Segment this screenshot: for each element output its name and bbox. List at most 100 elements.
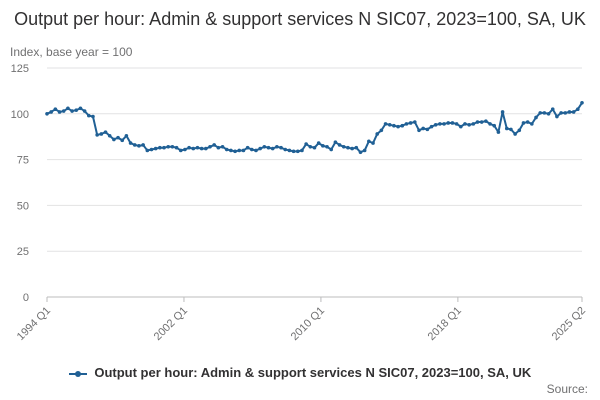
data-point[interactable] [471, 122, 476, 126]
data-point[interactable] [132, 143, 137, 147]
data-point[interactable] [170, 144, 175, 149]
data-point[interactable] [287, 148, 292, 153]
data-point[interactable] [166, 144, 171, 149]
data-point[interactable] [304, 142, 308, 146]
data-point[interactable] [124, 133, 129, 138]
data-point[interactable] [429, 124, 434, 129]
data-point[interactable] [191, 146, 196, 151]
data-point[interactable] [475, 120, 480, 124]
data-point[interactable] [316, 141, 321, 145]
data-point[interactable] [467, 122, 471, 127]
data-point[interactable] [103, 130, 108, 134]
data-point[interactable] [291, 149, 296, 154]
data-point[interactable] [509, 127, 513, 132]
data-point[interactable] [488, 122, 492, 126]
data-point[interactable] [300, 148, 304, 153]
data-point[interactable] [521, 121, 526, 125]
data-point[interactable] [413, 120, 417, 124]
data-point[interactable] [346, 145, 350, 150]
data-point[interactable] [87, 113, 91, 118]
data-point[interactable] [358, 150, 363, 155]
data-point[interactable] [49, 110, 53, 114]
data-point[interactable] [241, 148, 246, 153]
data-point[interactable] [463, 122, 467, 126]
data-point[interactable] [262, 144, 267, 149]
data-point[interactable] [354, 145, 359, 150]
data-point[interactable] [484, 119, 488, 123]
data-point[interactable] [187, 145, 191, 150]
data-point[interactable] [107, 133, 112, 138]
data-point[interactable] [555, 114, 559, 119]
data-point[interactable] [53, 107, 58, 112]
data-point[interactable] [220, 144, 225, 149]
data-point[interactable] [141, 143, 145, 147]
data-point[interactable] [580, 101, 584, 105]
data-point[interactable] [137, 144, 141, 148]
data-point[interactable] [279, 145, 283, 150]
data-point[interactable] [504, 126, 509, 131]
data-point[interactable] [442, 122, 446, 126]
data-point[interactable] [116, 135, 120, 140]
data-point[interactable] [99, 132, 104, 136]
data-point[interactable] [275, 144, 279, 149]
data-point[interactable] [400, 123, 405, 128]
data-point[interactable] [479, 120, 484, 124]
data-point[interactable] [321, 144, 325, 148]
data-point[interactable] [362, 148, 367, 153]
data-point[interactable] [542, 111, 547, 115]
data-point[interactable] [295, 149, 300, 154]
data-point[interactable] [396, 124, 400, 129]
data-point[interactable] [446, 121, 451, 125]
data-point[interactable] [530, 122, 534, 126]
data-point[interactable] [458, 124, 463, 129]
data-point[interactable] [82, 109, 87, 113]
data-point[interactable] [128, 141, 133, 145]
data-point[interactable] [212, 143, 216, 147]
data-point[interactable] [367, 139, 371, 144]
data-point[interactable] [270, 146, 275, 151]
data-point[interactable] [387, 122, 392, 127]
data-point[interactable] [534, 115, 538, 120]
data-point[interactable] [421, 126, 425, 131]
data-point[interactable] [450, 121, 455, 125]
data-point[interactable] [224, 147, 229, 152]
data-point[interactable] [392, 123, 396, 128]
data-point[interactable] [57, 110, 62, 114]
data-point[interactable] [425, 127, 430, 132]
data-point[interactable] [433, 122, 438, 127]
data-point[interactable] [70, 109, 74, 113]
data-point[interactable] [312, 145, 317, 150]
legend[interactable]: Output per hour: Admin & support service… [0, 365, 600, 380]
data-point[interactable] [61, 109, 66, 113]
data-point[interactable] [216, 145, 221, 150]
data-point[interactable] [417, 128, 421, 133]
data-point[interactable] [91, 114, 95, 119]
data-point[interactable] [178, 148, 183, 153]
data-point[interactable] [199, 146, 204, 151]
data-point[interactable] [350, 146, 354, 151]
data-point[interactable] [183, 147, 187, 152]
data-point[interactable] [500, 110, 505, 114]
data-point[interactable] [517, 128, 522, 133]
data-point[interactable] [162, 145, 166, 150]
data-point[interactable] [371, 141, 375, 145]
data-point[interactable] [245, 145, 250, 150]
data-point[interactable] [438, 122, 442, 126]
data-point[interactable] [254, 148, 258, 153]
data-point[interactable] [567, 110, 572, 114]
data-point[interactable] [571, 110, 576, 114]
data-point[interactable] [341, 144, 346, 149]
data-point[interactable] [576, 107, 580, 112]
data-point[interactable] [237, 148, 242, 153]
data-point[interactable] [195, 145, 200, 150]
data-point[interactable] [208, 144, 212, 149]
data-point[interactable] [158, 145, 162, 150]
data-point[interactable] [66, 106, 70, 111]
data-point[interactable] [174, 145, 179, 150]
data-point[interactable] [333, 140, 338, 144]
data-point[interactable] [283, 147, 288, 152]
data-point[interactable] [563, 111, 568, 115]
data-point[interactable] [408, 121, 413, 125]
data-point[interactable] [153, 146, 158, 151]
data-point[interactable] [250, 147, 254, 152]
